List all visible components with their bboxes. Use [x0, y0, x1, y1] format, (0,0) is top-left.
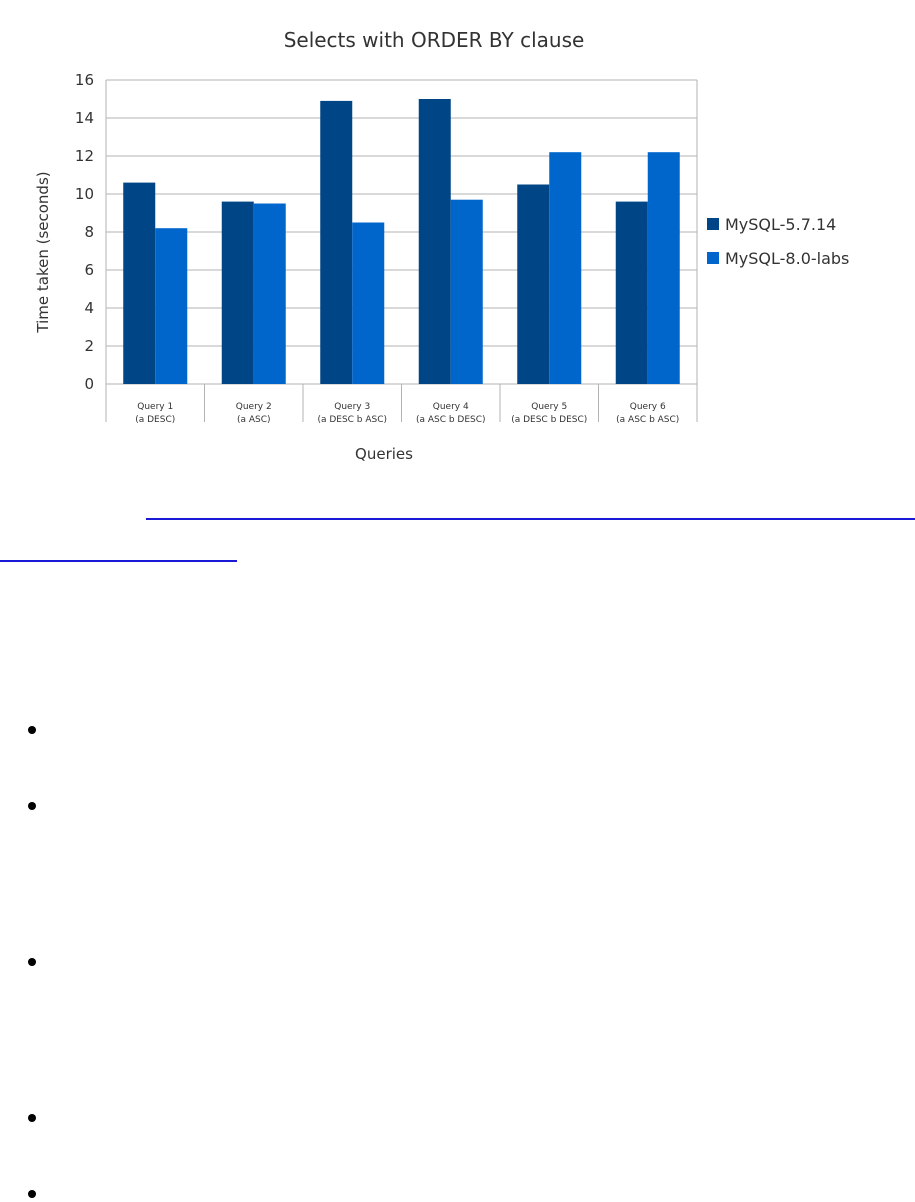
list-bullet: [28, 1114, 36, 1122]
legend-label: MySQL-5.7.14: [725, 215, 836, 234]
bar-mysql-5-7-14: [221, 201, 254, 384]
x-tick-sublabel: (a DESC): [135, 415, 175, 425]
x-tick-label: Query 3: [334, 402, 370, 412]
bar-mysql-5-7-14: [615, 201, 648, 384]
y-tick-label: 4: [84, 299, 94, 317]
y-tick-label: 6: [84, 261, 94, 279]
list-bullet: [28, 802, 36, 810]
x-tick-label: Query 6: [630, 402, 666, 412]
list-bullet: [28, 726, 36, 734]
x-tick-label: Query 4: [433, 402, 469, 412]
bar-chart: Selects with ORDER BY clause Time taken …: [34, 28, 849, 463]
x-tick-sublabel: (a DESC b DESC): [511, 415, 587, 425]
legend-swatch: [707, 218, 719, 230]
link-underline-2[interactable]: [0, 560, 237, 562]
x-tick-label: Query 1: [137, 402, 173, 412]
y-tick-label: 2: [84, 337, 94, 355]
y-tick-label: 16: [75, 71, 94, 89]
legend-swatch: [707, 252, 719, 264]
link-underline-1[interactable]: [146, 518, 915, 520]
y-tick-label: 8: [84, 223, 94, 241]
y-tick-label: 12: [75, 147, 94, 165]
bar-mysql-8-0-labs: [155, 228, 188, 384]
bar-mysql-8-0-labs: [253, 203, 286, 384]
y-tick-label: 0: [84, 375, 94, 393]
y-tick-labels: 0 2 4 6 8 10 12 14 16: [75, 71, 94, 393]
legend-label: MySQL-8.0-labs: [725, 249, 849, 268]
y-tick-label: 14: [75, 109, 94, 127]
x-tick-label: Query 2: [236, 402, 272, 412]
bar-mysql-8-0-labs: [647, 152, 680, 384]
bar-mysql-8-0-labs: [549, 152, 582, 384]
bar-mysql-8-0-labs: [352, 222, 385, 384]
x-tick-sublabel: (a ASC b ASC): [616, 415, 679, 425]
list-bullet: [28, 1190, 36, 1198]
chart-title: Selects with ORDER BY clause: [284, 28, 585, 52]
x-tick-sublabel: (a ASC b DESC): [416, 415, 486, 425]
x-tick-label: Query 5: [531, 402, 567, 412]
gridlines: [106, 79, 697, 385]
x-axis-label: Queries: [355, 445, 413, 463]
bar-mysql-8-0-labs: [450, 199, 483, 384]
bar-mysql-5-7-14: [320, 100, 353, 385]
bars: [123, 99, 680, 385]
bar-mysql-5-7-14: [418, 99, 451, 384]
x-tick-labels: Query 1 (a DESC) Query 2 (a ASC) Query 3 (a D…: [135, 402, 679, 425]
list-bullet: [28, 958, 36, 966]
x-tick-sublabel: (a ASC): [237, 415, 271, 425]
legend: MySQL-5.7.14 MySQL-8.0-labs: [707, 215, 849, 268]
x-tick-sublabel: (a DESC b ASC): [317, 415, 387, 425]
y-axis-label: Time taken (seconds): [34, 171, 52, 333]
bar-mysql-5-7-14: [123, 182, 156, 384]
bar-mysql-5-7-14: [517, 184, 550, 384]
y-tick-label: 10: [75, 185, 94, 203]
axes: [105, 80, 698, 422]
